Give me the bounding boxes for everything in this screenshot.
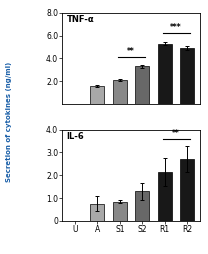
Bar bbox=[90, 204, 104, 221]
Text: IL-6: IL-6 bbox=[67, 132, 84, 141]
Text: **: ** bbox=[127, 47, 135, 56]
Bar bbox=[180, 159, 194, 221]
Text: Secretion of cytokines (ng/ml): Secretion of cytokines (ng/ml) bbox=[6, 62, 12, 182]
Bar bbox=[113, 202, 127, 221]
Bar bbox=[135, 191, 149, 221]
Text: ***: *** bbox=[170, 23, 182, 32]
Text: **: ** bbox=[172, 129, 180, 138]
Bar bbox=[90, 86, 104, 104]
Bar bbox=[158, 43, 172, 104]
Bar bbox=[113, 80, 127, 104]
Bar bbox=[158, 172, 172, 221]
Bar bbox=[180, 48, 194, 104]
Text: TNF-α: TNF-α bbox=[67, 15, 94, 24]
Bar bbox=[135, 66, 149, 104]
